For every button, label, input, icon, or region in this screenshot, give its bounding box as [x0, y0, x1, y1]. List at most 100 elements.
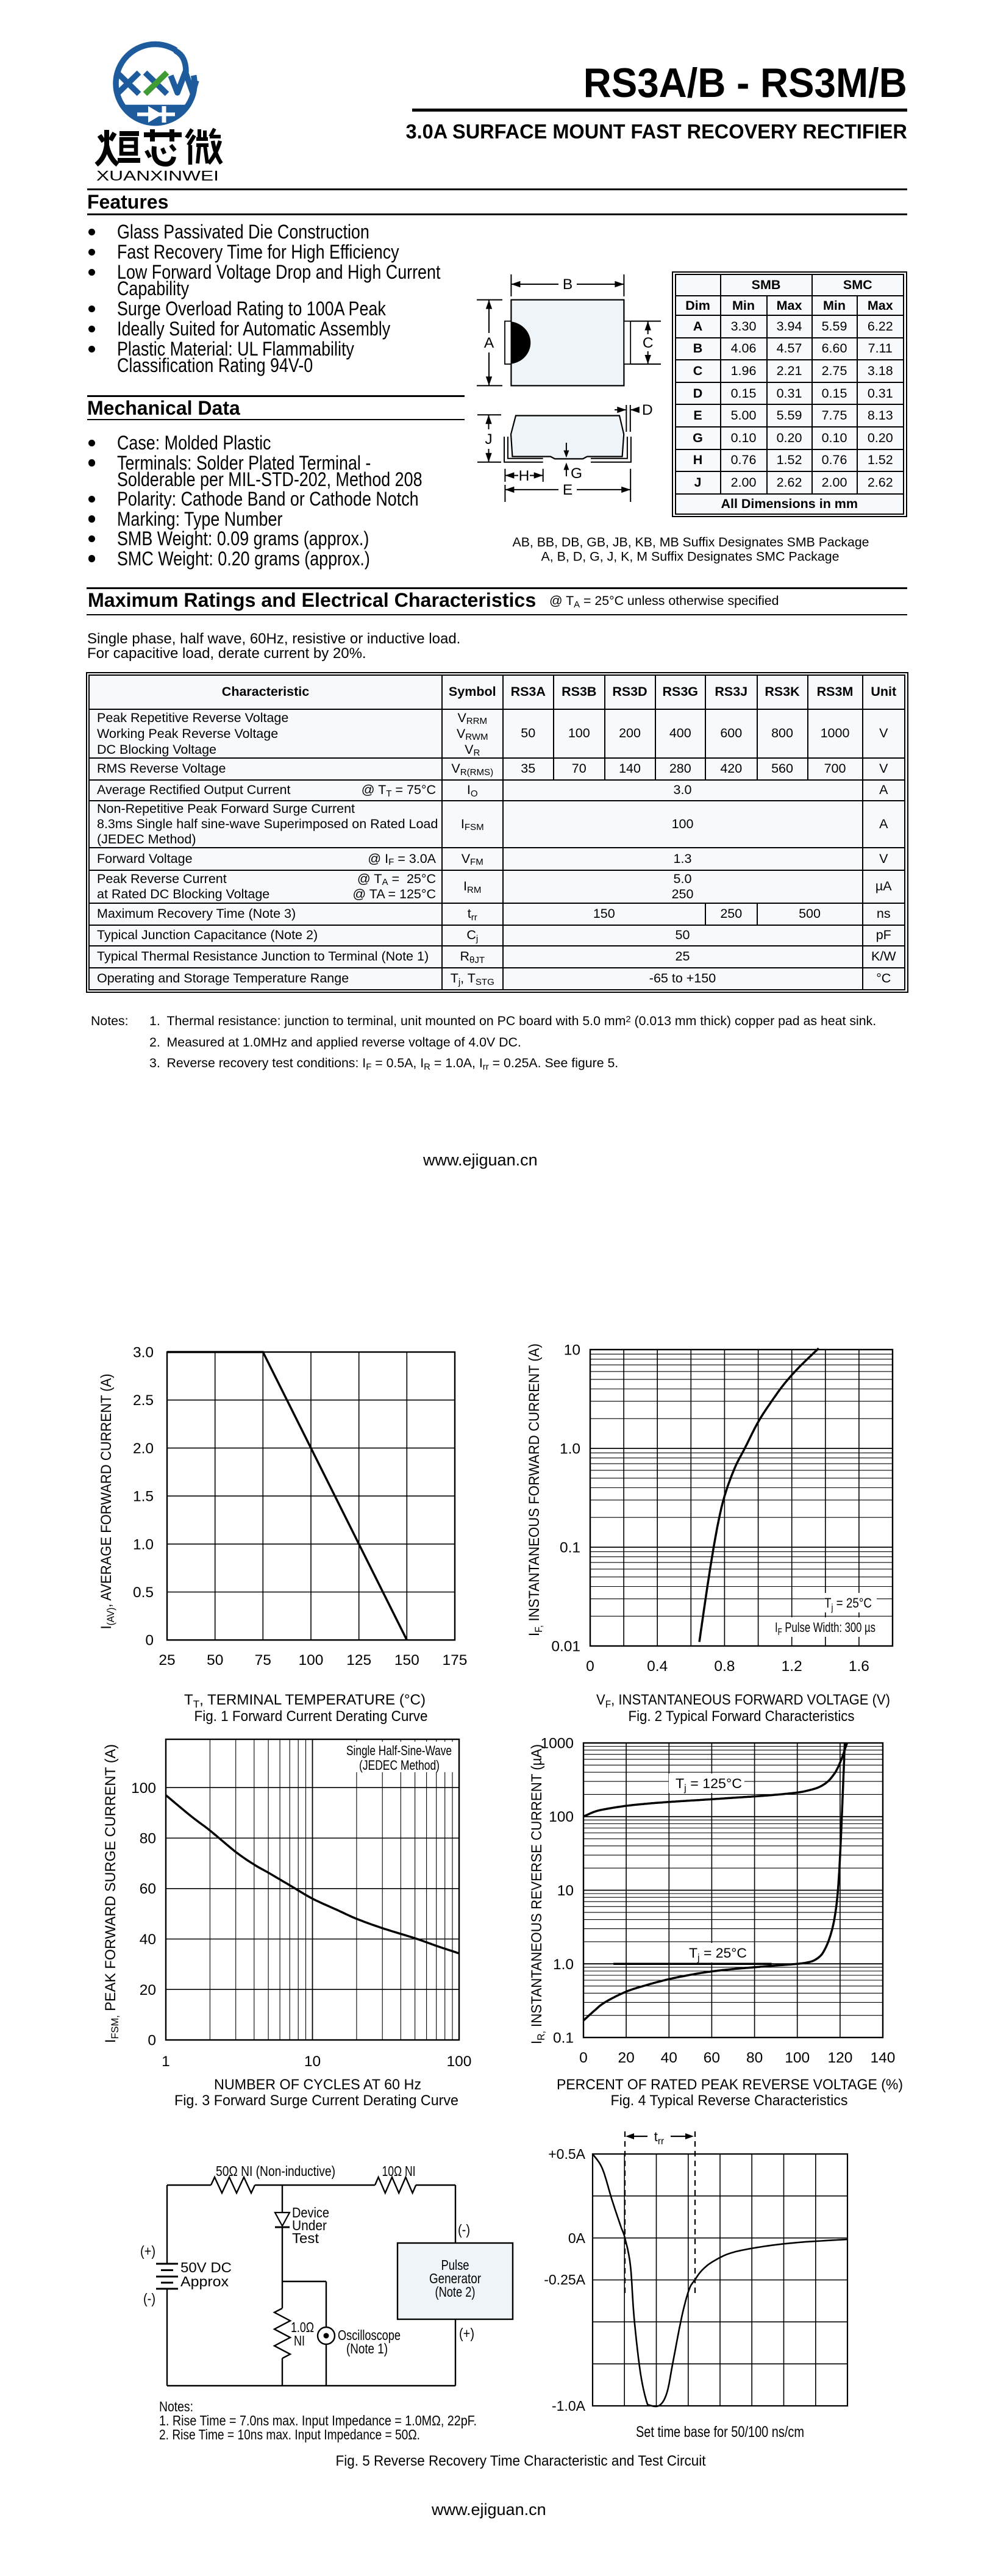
svg-text:1.0: 1.0	[133, 1536, 154, 1553]
svg-text:Fig. 5 Reverse Recovery Time: Fig. 5 Reverse Recovery Time Characteris…	[336, 2453, 706, 2469]
svg-text:Test: Test	[292, 2230, 319, 2246]
svg-text:1.0Ω: 1.0Ω	[291, 2319, 314, 2335]
svg-text:VF​, INSTANTANEOUS FORWARD VOL: VF​, INSTANTANEOUS FORWARD VOLTAGE (V)	[596, 1692, 890, 1710]
svg-text:Under: Under	[292, 2217, 327, 2233]
svg-text:80: 80	[746, 2050, 763, 2066]
svg-text:60: 60	[140, 1881, 156, 1897]
svg-text:0.5: 0.5	[133, 1584, 154, 1601]
svg-text:(+): (+)	[459, 2325, 474, 2341]
svg-text:H: H	[519, 468, 530, 484]
svg-text:1.2: 1.2	[782, 1658, 802, 1675]
svg-text:0: 0	[579, 2050, 588, 2066]
svg-text:1.6: 1.6	[849, 1658, 869, 1675]
svg-text:NUMBER OF CYCLES AT 60 Hz: NUMBER OF CYCLES AT 60 Hz	[214, 2077, 421, 2093]
svg-text:10: 10	[564, 1342, 580, 1359]
svg-text:G: G	[571, 465, 582, 482]
svg-text:2.0: 2.0	[133, 1440, 154, 1457]
svg-text:1: 1	[162, 2053, 170, 2070]
svg-text:Pulse: Pulse	[441, 2257, 469, 2273]
svg-text:0: 0	[145, 1633, 154, 1649]
svg-text:1.5: 1.5	[133, 1489, 154, 1505]
svg-text:IFSM,​ PEAK FORWARD SURGE CURR: IFSM,​ PEAK FORWARD SURGE CURRENT (A)	[102, 1744, 121, 2043]
svg-text:trr​: trr​	[654, 2129, 664, 2147]
svg-text:60: 60	[704, 2050, 720, 2066]
svg-text:Fig. 3 Forward Surge Current: Fig. 3 Forward Surge Current Derating Cu…	[174, 2092, 458, 2109]
svg-text:-0.25A: -0.25A	[544, 2272, 585, 2288]
svg-text:Single Half-Sine-Wave: Single Half-Sine-Wave	[346, 1743, 452, 1758]
svg-text:0.4: 0.4	[647, 1658, 668, 1675]
svg-text:-1.0A: -1.0A	[552, 2398, 586, 2414]
svg-text:100: 100	[447, 2053, 472, 2070]
svg-text:100: 100	[549, 1809, 574, 1825]
svg-text:PERCENT OF RATED PEAK REVERSE: PERCENT OF RATED PEAK REVERSE VOLTAGE (%…	[557, 2077, 903, 2093]
svg-text:40: 40	[140, 1931, 156, 1948]
svg-text:(-): (-)	[458, 2222, 470, 2238]
svg-text:2.5: 2.5	[133, 1392, 154, 1409]
svg-text:D: D	[642, 402, 653, 418]
svg-text:150: 150	[394, 1652, 419, 1669]
svg-text:(+): (+)	[140, 2243, 155, 2259]
svg-text:1000: 1000	[540, 1736, 574, 1752]
svg-text:C: C	[643, 335, 654, 351]
svg-text:AB, BB, DB, GB, JB, KB, MB Suf: AB, BB, DB, GB, JB, KB, MB Suffix Design…	[513, 535, 869, 549]
svg-text:Generator: Generator	[429, 2270, 481, 2286]
svg-text:40: 40	[661, 2050, 677, 2066]
svg-text:Fig. 2 Typical Forward Charac: Fig. 2 Typical Forward Characteristics	[629, 1708, 855, 1725]
svg-text:175: 175	[443, 1652, 468, 1669]
svg-text:100: 100	[299, 1652, 324, 1669]
svg-text:0: 0	[148, 2033, 156, 2049]
svg-text:Tj​ = 125°C: Tj​ = 125°C	[676, 1776, 742, 1794]
svg-text:120: 120	[827, 2050, 852, 2066]
svg-text:(Note 1): (Note 1)	[346, 2341, 388, 2356]
svg-text:75: 75	[255, 1652, 271, 1669]
svg-text:0: 0	[586, 1658, 594, 1675]
svg-text:IF​ Pulse Width: 300 µs: IF​ Pulse Width: 300 µs	[775, 1620, 876, 1637]
svg-text:Notes:: Notes:	[159, 2399, 193, 2414]
svg-text:20: 20	[618, 2050, 634, 2066]
svg-text:Fig. 4 Typical Reverse Charac: Fig. 4 Typical Reverse Characteristics	[611, 2092, 848, 2109]
svg-text:1. Rise Time = 7.0ns max. Inpu: 1. Rise Time = 7.0ns max. Input Impedanc…	[159, 2413, 477, 2428]
svg-text:10Ω NI: 10Ω NI	[382, 2163, 416, 2179]
svg-text:B: B	[563, 276, 572, 293]
svg-text:10: 10	[304, 2053, 321, 2070]
svg-text:50Ω NI (Non-inductive): 50Ω NI (Non-inductive)	[216, 2163, 335, 2179]
svg-text:I(AV)​, AVERAGE FORWARD CURREN: I(AV)​, AVERAGE FORWARD CURRENT (A)	[98, 1374, 116, 1630]
svg-text:0.1: 0.1	[553, 2030, 574, 2047]
svg-text:XUANXINWEI: XUANXINWEI	[96, 168, 219, 184]
svg-text:50: 50	[207, 1652, 223, 1669]
svg-text:100: 100	[785, 2050, 810, 2066]
svg-text:10: 10	[557, 1883, 574, 1899]
svg-text:IR,​ INSTANTANEOUS REVERSE CUR: IR,​ INSTANTANEOUS REVERSE CURRENT (µA)	[529, 1744, 547, 2044]
svg-text:1.0: 1.0	[560, 1441, 580, 1458]
svg-text:(Note 2): (Note 2)	[435, 2284, 476, 2300]
svg-text:125: 125	[346, 1652, 371, 1669]
svg-text:A: A	[484, 335, 494, 351]
svg-text:J: J	[485, 431, 492, 448]
svg-text:E: E	[563, 482, 572, 498]
svg-text:Set time base for 50/100 ns/cm: Set time base for 50/100 ns/cm	[636, 2424, 804, 2441]
svg-text:Approx: Approx	[180, 2274, 229, 2289]
svg-text:TT​, TERMINAL TEMPERATURE (°C): TT​, TERMINAL TEMPERATURE (°C)	[184, 1692, 426, 1710]
svg-text:2. Rise Time = 10ns max. Input: 2. Rise Time = 10ns max. Input Impedance…	[159, 2427, 420, 2442]
svg-text:80: 80	[140, 1831, 156, 1847]
svg-text:100: 100	[131, 1780, 156, 1797]
svg-text:(-): (-)	[143, 2291, 155, 2306]
svg-text:0.1: 0.1	[560, 1540, 580, 1556]
svg-text:140: 140	[871, 2050, 896, 2066]
svg-text:0A: 0A	[568, 2230, 586, 2246]
svg-text:50V DC: 50V DC	[180, 2259, 232, 2275]
svg-text:Device: Device	[292, 2205, 329, 2220]
svg-text:Fig. 1 Forward Current Derati: Fig. 1 Forward Current Derating Curve	[194, 1708, 428, 1725]
svg-text:1.0: 1.0	[553, 1956, 574, 1973]
svg-text:A, B, D, G, J, K, M Suffix Des: A, B, D, G, J, K, M Suffix Designates SM…	[541, 549, 840, 564]
svg-text:Oscilloscope: Oscilloscope	[338, 2327, 401, 2343]
svg-text:+0.5A: +0.5A	[548, 2146, 585, 2162]
svg-text:25: 25	[159, 1652, 175, 1669]
svg-text:(JEDEC Method): (JEDEC Method)	[359, 1758, 440, 1773]
svg-text:0.01: 0.01	[551, 1639, 580, 1655]
svg-text:0.8: 0.8	[714, 1658, 735, 1675]
svg-text:3.0: 3.0	[133, 1345, 154, 1361]
svg-text:20: 20	[140, 1982, 156, 1998]
svg-text:NI: NI	[294, 2333, 305, 2349]
svg-text:IF,​ INSTANTANEOUS FORWARD CUR: IF,​ INSTANTANEOUS FORWARD CURRENT (A)	[526, 1343, 544, 1636]
